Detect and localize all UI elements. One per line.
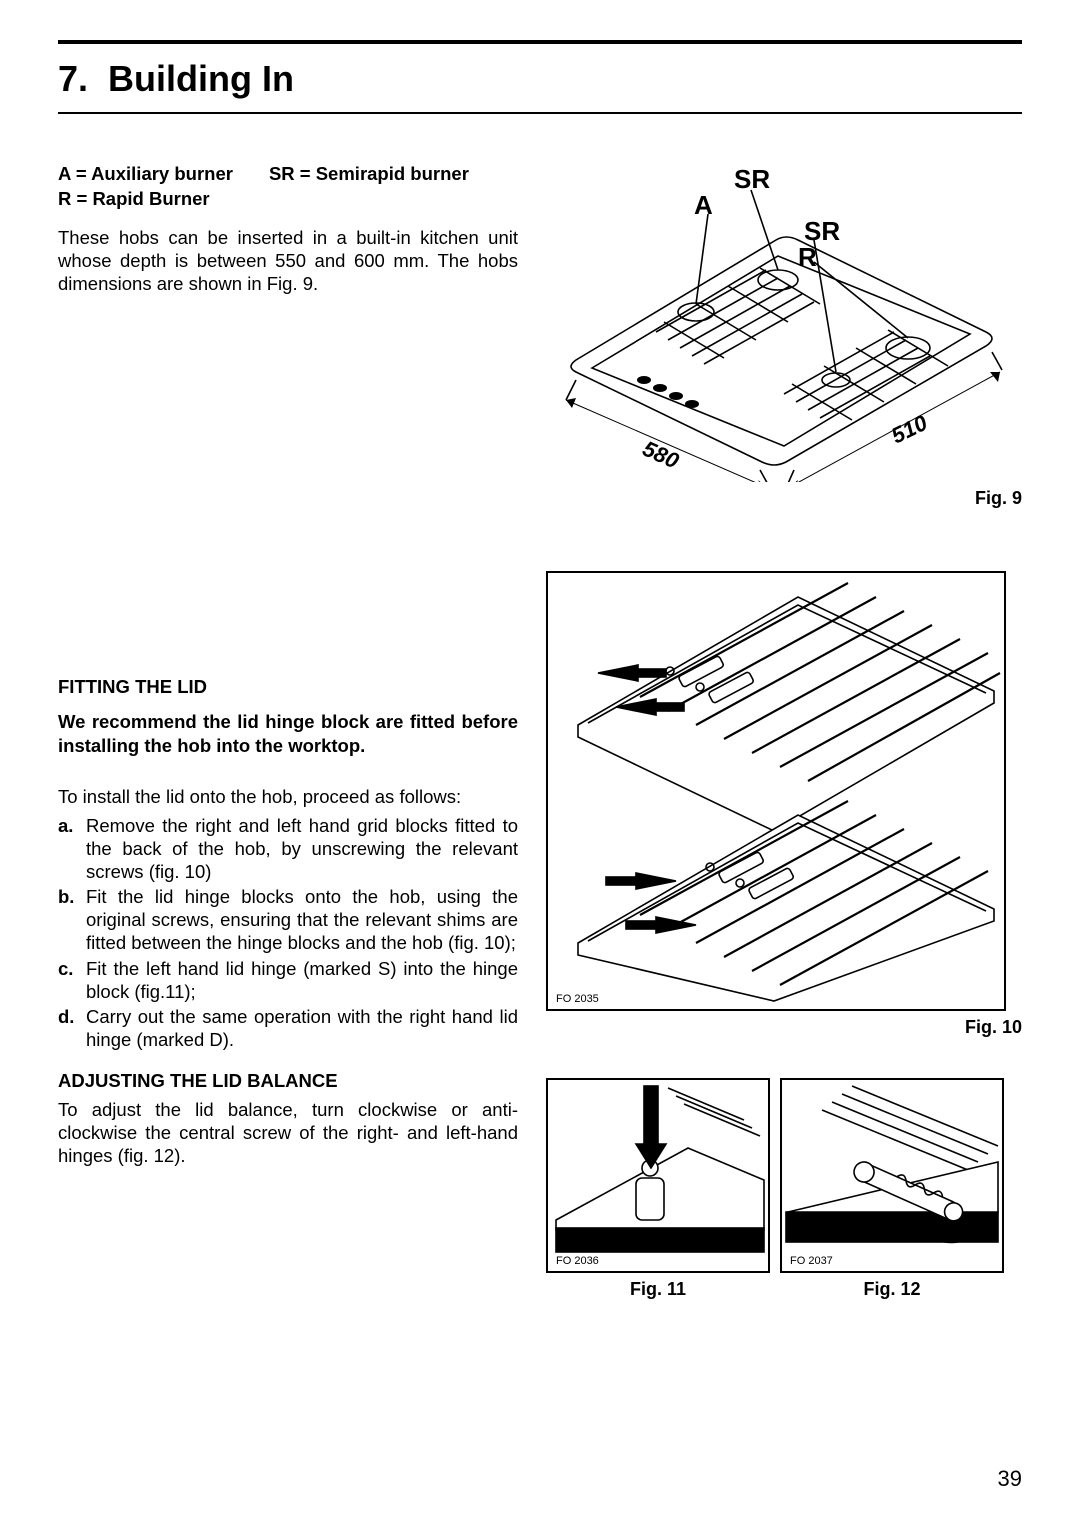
- fitting-block: FITTING THE LID We recommend the lid hin…: [58, 675, 518, 1167]
- fig10: FO 2035: [546, 571, 1006, 1011]
- adjust-heading: ADJUSTING THE LID BALANCE: [58, 1069, 518, 1092]
- fig12: FO 2037: [780, 1078, 1004, 1273]
- fig9-label-sr1: SR: [734, 164, 770, 194]
- step-b-text: Fit the lid hinge blocks onto the hob, u…: [86, 886, 518, 953]
- right-column: SR A SR R 580 510 Fig. 9: [546, 162, 1022, 1300]
- step-b: b.Fit the lid hinge blocks onto the hob,…: [86, 885, 518, 954]
- fig11-col: FO 2036 Fig. 11: [546, 1078, 770, 1300]
- adjust-body: To adjust the lid balance, turn clockwis…: [58, 1098, 518, 1167]
- step-c-marker: c.: [58, 957, 73, 980]
- fig9-dim2: 510: [887, 410, 932, 449]
- fig10-svg: [548, 573, 1004, 1009]
- fig10-caption: Fig. 10: [546, 1017, 1022, 1038]
- legend-r: R = Rapid Burner: [58, 188, 210, 209]
- step-d-marker: d.: [58, 1005, 74, 1028]
- step-c-text: Fit the left hand lid hinge (marked S) i…: [86, 958, 518, 1002]
- fig12-fo: FO 2037: [790, 1255, 833, 1267]
- fig9-caption: Fig. 9: [546, 488, 1022, 509]
- fig10-fo: FO 2035: [556, 993, 599, 1005]
- fig9-svg: SR A SR R 580 510: [546, 162, 1006, 482]
- section-number: 7.: [58, 58, 88, 99]
- fitting-steps: a. Remove the right and left hand grid bl…: [58, 814, 518, 1051]
- step-a: a.Remove the right and left hand grid bl…: [86, 814, 518, 883]
- section-title: 7. Building In: [58, 54, 1022, 108]
- content-columns: A = Auxiliary burner SR = Semirapid burn…: [58, 162, 1022, 1300]
- fig12-svg: [782, 1080, 1002, 1271]
- step-c: c.Fit the left hand lid hinge (marked S)…: [86, 957, 518, 1003]
- step-a-marker: a.: [58, 814, 73, 837]
- step-d-text: Carry out the same operation with the ri…: [86, 1006, 518, 1050]
- legend-sr: SR = Semirapid burner: [269, 163, 469, 184]
- fig11-12-row: FO 2036 Fig. 11: [546, 1078, 1022, 1300]
- left-column: A = Auxiliary burner SR = Semirapid burn…: [58, 162, 518, 1300]
- step-a-text: Remove the right and left hand grid bloc…: [86, 815, 518, 882]
- fitting-heading: FITTING THE LID: [58, 675, 518, 698]
- fig12-col: FO 2037 Fig. 12: [780, 1078, 1004, 1300]
- fig11-caption: Fig. 11: [546, 1279, 770, 1300]
- fig9-label-r: R: [798, 242, 817, 272]
- rule-top: [58, 40, 1022, 44]
- fitting-lead: To install the lid onto the hob, proceed…: [58, 785, 518, 808]
- fig9-label-a: A: [694, 190, 713, 220]
- fig9-dim1: 580: [639, 436, 683, 474]
- fitting-recommend: We recommend the lid hinge block are fit…: [58, 710, 518, 756]
- fig11-svg: [548, 1080, 768, 1271]
- fig11: FO 2036: [546, 1078, 770, 1273]
- page: 7. Building In A = Auxiliary burner SR =…: [0, 0, 1080, 1528]
- fig11-fo: FO 2036: [556, 1255, 599, 1267]
- fig9: SR A SR R 580 510: [546, 162, 1006, 482]
- section-title-text: Building In: [108, 58, 294, 99]
- legend-a: A = Auxiliary burner: [58, 163, 233, 184]
- fig12-caption: Fig. 12: [780, 1279, 1004, 1300]
- step-d: d.Carry out the same operation with the …: [86, 1005, 518, 1051]
- rule-bottom: [58, 112, 1022, 114]
- step-b-marker: b.: [58, 885, 74, 908]
- spacer: [546, 509, 1022, 561]
- page-number: 39: [998, 1466, 1022, 1492]
- intro-text: These hobs can be inserted in a built-in…: [58, 226, 518, 295]
- burner-legend: A = Auxiliary burner SR = Semirapid burn…: [58, 162, 518, 212]
